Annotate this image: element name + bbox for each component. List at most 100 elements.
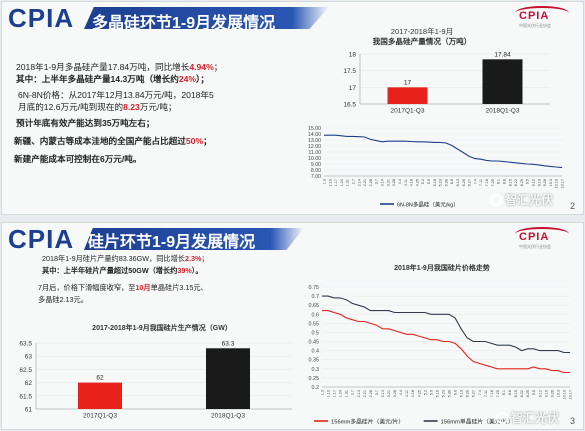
x-tick-label: 5.16 bbox=[435, 390, 439, 397]
x-tick-label: 3.7 bbox=[375, 179, 379, 184]
x-tick-label: 1.31 bbox=[345, 390, 349, 397]
x-tick-label: 1.17 bbox=[333, 390, 337, 397]
x-tick-label: 2.14 bbox=[357, 390, 361, 397]
y-tick-label: 17 bbox=[349, 85, 357, 92]
x-tick-label: 1.24 bbox=[340, 179, 344, 186]
text-line: 其中：上半年多晶硅产量14.3万吨（增长约24%）； bbox=[16, 74, 209, 84]
x-tick-label: 6.6 bbox=[454, 390, 458, 395]
data-label: 17 bbox=[404, 79, 412, 86]
bar bbox=[387, 87, 428, 104]
y-tick-label: 0.65 bbox=[309, 303, 320, 309]
slide-wafer: CPIA 硅片环节1-9月发展情况 CPIA 中国光伏行业协会 2018年1-9… bbox=[2, 223, 583, 429]
x-tick-label: 2.14 bbox=[357, 179, 361, 186]
x-tick-label: 10.17 bbox=[569, 390, 573, 400]
x-tick-label: 5.23 bbox=[439, 179, 443, 186]
x-tick-label: 1.3 bbox=[321, 390, 325, 395]
watermark-icon bbox=[490, 194, 502, 206]
x-tick-label: 1.24 bbox=[339, 390, 343, 397]
y-tick-label: 61 bbox=[25, 407, 33, 414]
x-tick-label: 9.12 bbox=[538, 390, 542, 397]
y-tick-label: 0.45 bbox=[309, 340, 320, 346]
x-tick-label: 8.29 bbox=[520, 179, 524, 186]
wafer-output-bar-chart: 61 61.5 62 62.5 63 63.5 62 2017Q1-Q3 63.3 2018Q1-… bbox=[19, 340, 292, 420]
slide-header: CPIA 多晶硅环节1-9月发展情况 CPIA 中国光伏行业协会 bbox=[2, 2, 583, 36]
x-tick-label: 2.7 bbox=[352, 179, 356, 184]
text-line: 2018年1-9月多晶硅产量17.84万吨，同比增长4.94%； bbox=[16, 62, 223, 72]
text-line: 预计年底有效产能达到35万吨左右； bbox=[16, 118, 155, 128]
text-line: 其中：上半年硅片产量超过50GW（增长约39%）。 bbox=[42, 266, 203, 275]
text-line: 新疆、内蒙古等成本洼地的全国产能占比超过50%； bbox=[14, 136, 212, 146]
x-tick-label: 6.13 bbox=[460, 390, 464, 397]
x-tick-label: 5.9 bbox=[427, 179, 431, 184]
text-line: 月底的12.6万元/吨到现在的8.23万元/吨； bbox=[18, 102, 177, 112]
text-line: 多晶硅2.13元。 bbox=[38, 295, 88, 304]
y-tick-label: 0.55 bbox=[309, 321, 320, 327]
polysilicon-output-bar-chart: 16.5 17 17.5 18 17 2017Q1-Q3 17.84 2018Q1-Q3 bbox=[343, 51, 550, 115]
logo-subtext: 中国光伏行业协会 bbox=[519, 244, 551, 249]
y-tick-label: 16.5 bbox=[343, 102, 356, 109]
x-tick-label: 4.11 bbox=[405, 390, 409, 397]
x-tick-label: 3.21 bbox=[387, 390, 391, 397]
slide-title: 多晶硅环节1-9月发展情况 bbox=[92, 15, 276, 32]
y-tick-label: 61.5 bbox=[19, 393, 32, 400]
x-tick-label: 4.25 bbox=[417, 390, 421, 397]
x-tick-label: 3.7 bbox=[375, 390, 379, 395]
x-tick-label: 6.20 bbox=[466, 390, 470, 397]
x-tick-label: 4.11 bbox=[404, 179, 408, 186]
x-tick-label: 10.17 bbox=[561, 179, 565, 189]
bar bbox=[78, 382, 122, 409]
y-tick-label: 0.4 bbox=[312, 349, 320, 355]
cpia-brand: CPIA bbox=[8, 3, 75, 33]
x-tick-label: 6.27 bbox=[468, 179, 472, 186]
text-line: 6N-8N价格：从2017年12月13.84万元/吨，2018年5 bbox=[18, 90, 214, 100]
x-tick-label: 8.1 bbox=[497, 179, 501, 184]
title-ribbon bbox=[84, 228, 304, 250]
x-tick-label: 2.7 bbox=[351, 390, 355, 395]
x-tick-label: 3.21 bbox=[386, 179, 390, 186]
y-tick-label: 0.7 bbox=[312, 294, 320, 300]
title-ribbon bbox=[84, 7, 329, 29]
x-tick-label: 3.28 bbox=[392, 179, 396, 186]
x-tick-label: 7.18 bbox=[485, 179, 489, 186]
x-tick-label: 9.26 bbox=[550, 390, 554, 397]
x-tick-label: 9.19 bbox=[537, 179, 541, 186]
x-tick-label: 7.4 bbox=[473, 179, 477, 184]
bar bbox=[482, 59, 523, 104]
x-tick-label: 4.4 bbox=[399, 390, 403, 395]
page-number: 2 bbox=[569, 201, 575, 211]
x-tick-label: 5.30 bbox=[448, 390, 452, 397]
x-tick-label: 1.10 bbox=[328, 179, 332, 186]
x-tick-label: 8.29 bbox=[526, 390, 530, 397]
x-tick-label: 2.21 bbox=[363, 179, 367, 186]
x-tick-label: 8.22 bbox=[520, 390, 524, 397]
x-tick-label: 1.31 bbox=[346, 179, 350, 186]
x-tick-label: 8.8 bbox=[508, 390, 512, 395]
x-tick-label: 10.10 bbox=[562, 390, 566, 400]
y-tick-label: 62.5 bbox=[19, 367, 32, 374]
x-tick-label: 6.27 bbox=[472, 390, 476, 397]
slide-title: 硅片环节1-9月发展情况 bbox=[88, 234, 256, 251]
x-tick-label: 7.4 bbox=[478, 390, 482, 395]
x-tick-label: 9.5 bbox=[526, 179, 530, 184]
y-tick-label: 17.5 bbox=[343, 68, 356, 75]
x-tick-label: 6.13 bbox=[456, 179, 460, 186]
wafer-price-line-chart: 0.2 0.25 0.3 0.35 0.4 0.45 0.5 0.55 0.6 0.65 0.7 0.… bbox=[309, 285, 573, 426]
x-tick-label: 8.15 bbox=[508, 179, 512, 186]
x-tick-label: 8.1 bbox=[502, 390, 506, 395]
x-tick-label: 5.16 bbox=[433, 179, 437, 186]
y-tick-label: 0.6 bbox=[312, 312, 320, 318]
legend-label: 156mm单晶硅片（美元/片） bbox=[441, 418, 514, 426]
y-tick-label: 14.00 bbox=[308, 132, 321, 138]
x-tick-label: 4.25 bbox=[415, 179, 419, 186]
x-tick-label: 5.23 bbox=[441, 390, 445, 397]
x-tick-label: 2018Q1-Q3 bbox=[211, 413, 245, 420]
x-tick-label: 2.21 bbox=[363, 390, 367, 397]
x-tick-label: 2.28 bbox=[369, 179, 373, 186]
y-tick-label: 9.00 bbox=[311, 162, 321, 168]
series-line bbox=[324, 134, 563, 169]
x-tick-label: 5.9 bbox=[429, 390, 433, 395]
cpia-logo: CPIA 中国光伏行业协会 bbox=[515, 227, 569, 249]
x-tick-label: 8.8 bbox=[502, 179, 506, 184]
x-tick-label: 7.25 bbox=[491, 179, 495, 186]
x-tick-label: 3.14 bbox=[381, 390, 385, 397]
